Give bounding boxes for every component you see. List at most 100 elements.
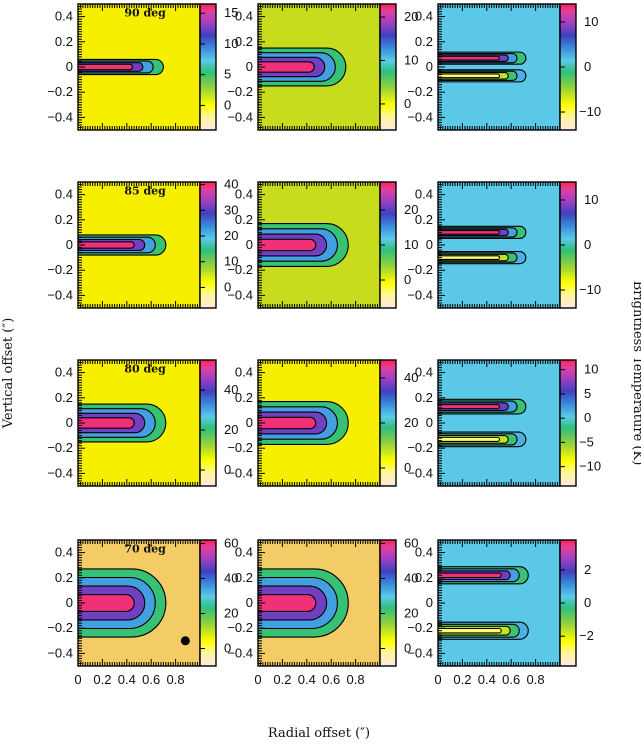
x-tick-label: 0.8 [347, 672, 365, 687]
colorbar-tick-label: 60 [224, 536, 238, 551]
inclination-label: 85 deg [124, 185, 166, 198]
colorbar [199, 3, 217, 131]
y-tick-label: 0 [426, 59, 433, 74]
y-tick-label: 0.4 [55, 187, 73, 202]
colorbar [199, 359, 217, 487]
y-tick-label: −0.4 [227, 109, 253, 124]
y-tick-label: −0.4 [227, 287, 253, 302]
heatmap-layers [258, 47, 347, 87]
colorbar-tick-label: 20 [224, 606, 238, 621]
y-tick-label: −0.2 [47, 620, 73, 635]
heatmap-layers [438, 566, 529, 640]
heatmap-layers [438, 51, 527, 83]
lower-contour-level-3 [438, 627, 502, 634]
y-tick-label: −0.2 [407, 84, 433, 99]
y-tick-label: −0.2 [227, 84, 253, 99]
colorbar-tick-label: 0 [404, 96, 411, 111]
y-tick-label: 0.2 [415, 34, 433, 49]
contour-level-3 [258, 593, 317, 613]
colorbar-tick-label: −5 [579, 434, 594, 449]
y-tick-label: 0.2 [415, 212, 433, 227]
y-tick-label: −0.2 [47, 262, 73, 277]
y-tick-label: 0.4 [55, 365, 73, 380]
heatmap-layers [78, 568, 167, 638]
x-tick-label: 0.2 [273, 672, 291, 687]
inclination-label: 70 deg [124, 543, 166, 556]
upper-contour-level-3 [438, 404, 501, 410]
contour-level-3 [78, 593, 135, 613]
contour-level-3 [78, 63, 134, 71]
heatmap-background [438, 360, 560, 486]
y-tick-label: 0.4 [415, 365, 433, 380]
colorbar-tick-label: 20 [404, 415, 418, 430]
colorbar-tick-label: 0 [224, 462, 231, 477]
y-tick-label: 0 [246, 59, 253, 74]
y-tick-label: 0 [426, 595, 433, 610]
contour-level-3 [78, 241, 135, 249]
colorbar-tick-label: 10 [584, 192, 598, 207]
heatmap-layers [78, 58, 164, 76]
y-tick-label: −0.4 [47, 287, 73, 302]
inclination-label: 80 deg [124, 363, 166, 376]
contour-level-3 [78, 417, 135, 429]
y-tick-label: −0.2 [47, 440, 73, 455]
x-axis-title: Radial offset (″) [268, 726, 370, 741]
colorbar-tick-label: 40 [224, 177, 238, 192]
colorbar-tick-label: 0 [404, 460, 411, 475]
x-tick-label: 0 [254, 672, 261, 687]
y-tick-label: −0.4 [407, 287, 433, 302]
colorbar-tick-label: 60 [404, 536, 418, 551]
y-tick-label: −0.4 [407, 645, 433, 660]
x-tick-label: 0 [434, 672, 441, 687]
y-tick-label: 0 [66, 415, 73, 430]
y-tick-label: 0.4 [235, 187, 253, 202]
x-tick-label: 0.4 [478, 672, 496, 687]
heatmap-layers [258, 401, 349, 445]
y-tick-label: 0.2 [415, 570, 433, 585]
x-tick-label: 0.8 [167, 672, 185, 687]
x-tick-label: 0.2 [453, 672, 471, 687]
y-tick-label: 0.2 [55, 390, 73, 405]
x-tick-label: 0.4 [118, 672, 136, 687]
colorbar-tick-label: 20 [404, 202, 418, 217]
panel-r3-c0: 0.40.20−0.2−0.40 0.2 0.4 0.6 0.870 deg 604020… [47, 536, 238, 688]
colorbar-tick-label: 10 [584, 14, 598, 29]
y-tick-label: 0.2 [235, 390, 253, 405]
colorbar-tick-label: 5 [584, 386, 591, 401]
upper-contour-level-3 [438, 55, 501, 61]
colorbar [199, 539, 217, 667]
colorbar-tick-label: 30 [224, 202, 238, 217]
y-tick-label: 0.4 [235, 9, 253, 24]
y-tick-label: −0.2 [227, 262, 253, 277]
lower-contour-level-3 [438, 436, 501, 442]
y-tick-label: −0.4 [47, 109, 73, 124]
colorbar-tick-label: −10 [579, 459, 601, 474]
panel-r2-c0: 0.4 0.2 0 −0.2 −0.4 80 deg 40 20 0 [47, 359, 238, 487]
y-tick-label: 0.4 [415, 9, 433, 24]
y-tick-label: 0 [66, 59, 73, 74]
y-tick-label: 0.2 [235, 34, 253, 49]
beam-marker [180, 636, 190, 646]
colorbar-tick-label: 40 [404, 370, 418, 385]
y-tick-label: 0.4 [415, 545, 433, 560]
heatmap-layers [78, 403, 167, 443]
y-tick-label: 0 [246, 595, 253, 610]
y-tick-label: 0.2 [415, 390, 433, 405]
colorbar-tick-label: 0 [404, 272, 411, 287]
y-tick-label: −0.4 [47, 645, 73, 660]
y-tick-label: 0 [66, 595, 73, 610]
y-tick-label: 0 [426, 415, 433, 430]
colorbar-tick-label: 0 [224, 641, 231, 656]
colorbar-tick-label: 10 [584, 362, 598, 377]
colorbar-tick-label: 40 [224, 571, 238, 586]
contour-level-3 [258, 416, 317, 430]
colorbar-tick-label: 10 [404, 237, 418, 252]
upper-contour-level-3 [438, 230, 500, 235]
colorbar-tick-label: 0 [404, 641, 411, 656]
panel-r2-c2: 0.4 0.2 0 −0.2 −0.4 10 5 0 −5 −10 [407, 359, 601, 487]
colorbar [199, 181, 217, 309]
